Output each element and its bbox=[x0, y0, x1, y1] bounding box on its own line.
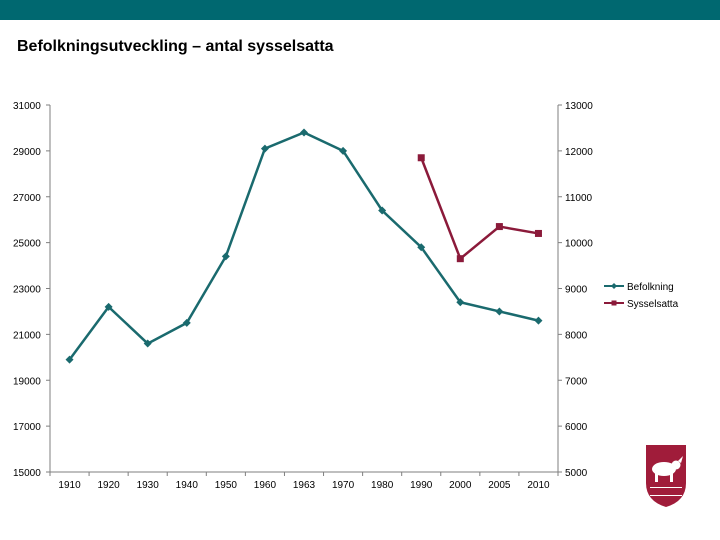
x-tick-label: 1940 bbox=[176, 480, 199, 491]
data-point-befolkning bbox=[104, 302, 113, 311]
x-tick-label: 1963 bbox=[293, 480, 316, 491]
left-tick-label: 23000 bbox=[13, 285, 41, 296]
x-tick-label: 1930 bbox=[137, 480, 160, 491]
left-y-axis-ticks: 31000 29000 27000 25000 23000 21000 19000 17000… bbox=[13, 101, 50, 479]
data-point-befolkning bbox=[378, 206, 387, 215]
data-point-befolkning bbox=[495, 307, 504, 316]
legend-marker bbox=[611, 300, 617, 306]
x-axis-ticks: 1910 1920 1930 1940 1950 1960 1963 1970 1980 1990… bbox=[49, 472, 559, 491]
right-tick-label: 12000 bbox=[565, 147, 593, 158]
right-tick-label: 7000 bbox=[565, 376, 588, 387]
chart-series bbox=[65, 128, 543, 364]
right-tick-label: 10000 bbox=[565, 239, 593, 250]
data-point-befolkning bbox=[339, 146, 348, 155]
chart-axes bbox=[49, 105, 559, 473]
data-point-sysselsatta bbox=[456, 255, 464, 263]
data-point-befolkning bbox=[300, 128, 308, 137]
top-bar bbox=[0, 0, 720, 20]
data-point-befolkning bbox=[260, 144, 269, 153]
series-line-sysselsatta bbox=[420, 157, 539, 261]
data-point-sysselsatta bbox=[417, 154, 425, 162]
right-tick-label: 11000 bbox=[565, 193, 593, 204]
x-tick-label: 1920 bbox=[97, 480, 120, 491]
legend-marker bbox=[611, 283, 617, 289]
legend-label: Befolkning bbox=[627, 282, 674, 293]
avesta-kommun-logo bbox=[646, 445, 686, 507]
data-point-sysselsatta bbox=[534, 229, 542, 237]
right-tick-label: 5000 bbox=[565, 468, 588, 479]
left-tick-label: 27000 bbox=[13, 193, 41, 204]
x-tick-label: 1910 bbox=[58, 480, 81, 491]
x-tick-label: 2010 bbox=[527, 480, 550, 491]
left-tick-label: 21000 bbox=[13, 330, 41, 341]
x-tick-label: 1960 bbox=[254, 480, 277, 491]
x-tick-label: 2000 bbox=[449, 480, 472, 491]
x-tick-label: 1980 bbox=[371, 480, 394, 491]
x-tick-label: 1990 bbox=[410, 480, 433, 491]
chart-legend: Befolkning Sysselsatta bbox=[604, 282, 679, 310]
series-line-befolkning bbox=[68, 131, 539, 361]
right-y-axis-ticks: 13000 12000 11000 10000 9000 8000 7000 6000 5000 bbox=[558, 101, 593, 479]
x-tick-label: 2005 bbox=[488, 480, 511, 491]
left-tick-label: 25000 bbox=[13, 239, 41, 250]
right-tick-label: 13000 bbox=[565, 101, 593, 112]
right-tick-label: 8000 bbox=[565, 330, 588, 341]
right-tick-label: 6000 bbox=[565, 422, 588, 433]
left-tick-label: 31000 bbox=[13, 101, 41, 112]
data-point-befolkning bbox=[221, 252, 230, 261]
page-title: Befolkningsutveckling – antal sysselsatt… bbox=[17, 38, 334, 55]
left-tick-label: 29000 bbox=[13, 147, 41, 158]
data-point-befolkning bbox=[143, 339, 152, 348]
data-point-befolkning bbox=[456, 298, 465, 307]
data-point-befolkning bbox=[534, 316, 543, 325]
left-tick-label: 17000 bbox=[13, 422, 41, 433]
x-tick-label: 1970 bbox=[332, 480, 355, 491]
left-tick-label: 15000 bbox=[13, 468, 41, 479]
data-point-sysselsatta bbox=[495, 223, 503, 231]
left-tick-label: 19000 bbox=[13, 376, 41, 387]
legend-label: Sysselsatta bbox=[627, 299, 679, 310]
data-point-befolkning bbox=[65, 355, 74, 364]
x-tick-label: 1950 bbox=[215, 480, 238, 491]
data-point-befolkning bbox=[182, 318, 191, 327]
right-tick-label: 9000 bbox=[565, 285, 588, 296]
data-point-befolkning bbox=[417, 243, 426, 252]
